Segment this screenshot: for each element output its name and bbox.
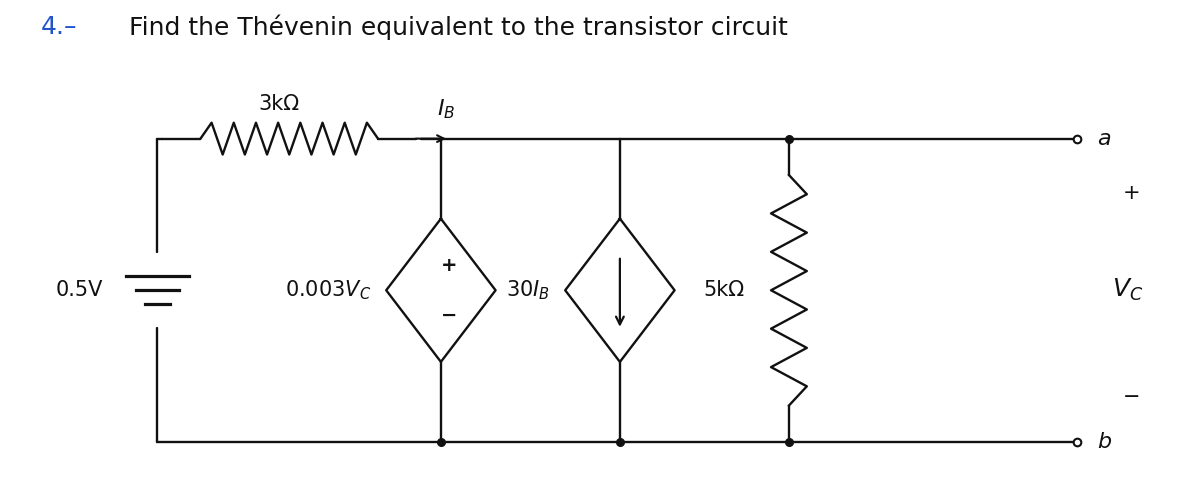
Text: Find the Thévenin equivalent to the transistor circuit: Find the Thévenin equivalent to the tran… [121,14,787,40]
Text: 3kΩ: 3kΩ [259,94,300,114]
Text: −: − [440,306,457,325]
Text: 4.–: 4.– [41,15,78,39]
Text: $I_B$: $I_B$ [437,97,455,121]
Text: 30$I_B$: 30$I_B$ [506,278,551,302]
Text: $b$: $b$ [1097,432,1112,452]
Text: +: + [440,256,457,275]
Text: −: − [1123,387,1141,407]
Text: 5kΩ: 5kΩ [703,280,744,300]
Text: +: + [1123,183,1141,203]
Text: $a$: $a$ [1097,128,1111,148]
Text: 0.5V: 0.5V [55,280,103,300]
Text: $V_C$: $V_C$ [1112,277,1144,303]
Text: 0.003$V_C$: 0.003$V_C$ [286,278,371,302]
